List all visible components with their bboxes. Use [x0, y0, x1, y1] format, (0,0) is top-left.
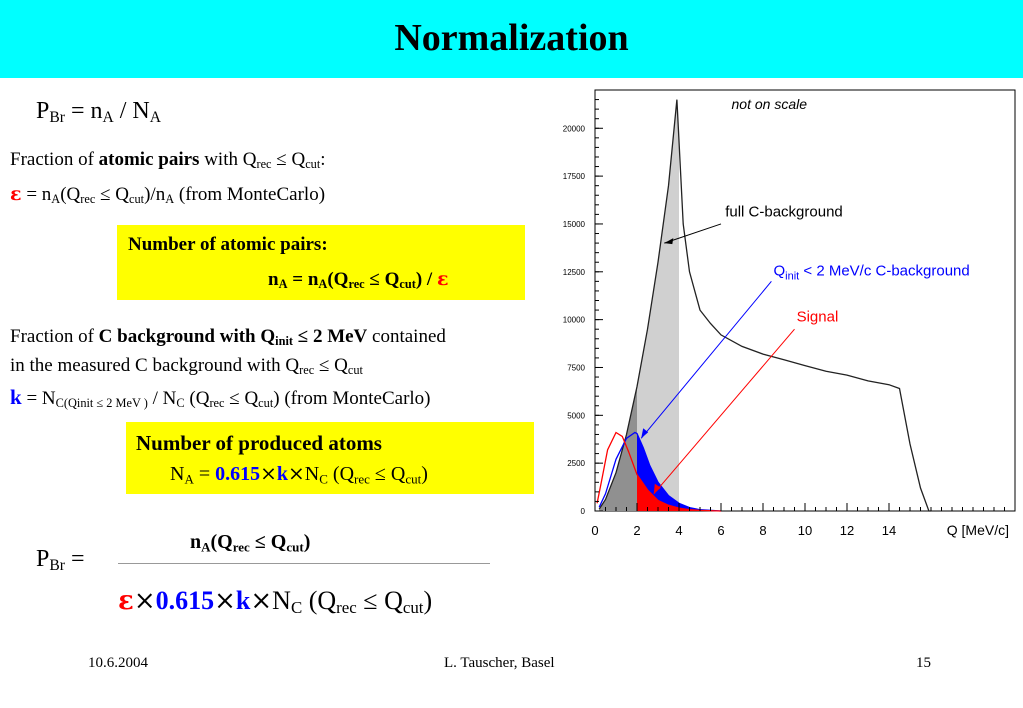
- x-tick-label: 8: [759, 523, 766, 538]
- epsilon-line: ε = nA(Qrec ≤ Qcut)/nA (from MonteCarlo): [10, 183, 326, 207]
- fraction-atomic-line: Fraction of atomic pairs with Qrec ≤ Qcu…: [10, 149, 326, 172]
- signal-label: Signal: [797, 309, 839, 326]
- k-line: k = NC(Qinit ≤ 2 MeV ) / NC (Qrec ≤ Qcut…: [10, 385, 431, 411]
- full-background-arrowhead: [664, 238, 674, 245]
- not-on-scale-note: not on scale: [732, 96, 808, 112]
- x-tick-label: 10: [798, 523, 812, 538]
- produced-atoms-box: [126, 422, 534, 494]
- atomic-pairs-box: [117, 225, 525, 300]
- y-tick-label: 7500: [567, 363, 585, 372]
- y-tick-label: 5000: [567, 411, 585, 420]
- x-tick-label: 6: [717, 523, 724, 538]
- y-tick-label: 12500: [563, 268, 586, 277]
- y-tick-label: 17500: [563, 172, 586, 181]
- x-tick-label: 2: [633, 523, 640, 538]
- bottom-denominator: ε×0.615×k×NC (Qrec ≤ Qcut): [118, 586, 433, 618]
- series-line-qinit: [598, 431, 722, 512]
- light-gray-area: [637, 99, 679, 511]
- epsilon-symbol: ε: [10, 183, 22, 205]
- dark-gray-area: [599, 386, 637, 511]
- atomic-pairs-heading: Number of atomic pairs:: [128, 234, 328, 255]
- qinit-arrow: [640, 281, 772, 439]
- produced-atoms-formula: NA = 0.615×k×NC (Qrec ≤ Qcut): [170, 461, 428, 487]
- full-background-label: full C-background: [725, 203, 843, 220]
- produced-atoms-heading: Number of produced atoms: [136, 431, 382, 455]
- qinit-arrowhead: [641, 428, 649, 439]
- fraction-c-line1: Fraction of C background with Qinit ≤ 2 …: [10, 326, 446, 349]
- fraction-c-line2: in the measured C background with Qrec ≤…: [10, 355, 363, 378]
- title-bar: [0, 0, 1023, 78]
- slide-title: Normalization: [394, 17, 629, 59]
- y-tick-label: 2500: [567, 459, 585, 468]
- q-distribution-chart: 0 2 4 6 8 10 12 14 0 2500 5000 7500 10000 12500 15000 1…: [563, 89, 1016, 538]
- signal-red-area: [637, 474, 721, 511]
- bottom-lhs: PBr =: [36, 546, 85, 574]
- y-tick-label: 20000: [563, 124, 586, 133]
- series-line-full-background: [598, 99, 931, 512]
- x-tick-label: 14: [882, 523, 896, 538]
- footer-page: 15: [916, 655, 931, 671]
- qinit-blue-area: [637, 433, 721, 511]
- y-tick-label: 10000: [563, 316, 586, 325]
- footer-date: 10.6.2004: [88, 655, 148, 671]
- y-tick-label: 15000: [563, 220, 586, 229]
- series-line-signal: [596, 431, 722, 512]
- pbr-formula: PBr = nA / NA: [36, 98, 162, 126]
- x-axis-label: Q [MeV/c]: [947, 522, 1009, 538]
- fraction-bar: [118, 563, 490, 564]
- x-tick-label: 4: [675, 523, 682, 538]
- signal-arrow: [653, 328, 795, 495]
- qinit-label: Qinit < 2 MeV/c C-background: [774, 263, 970, 283]
- footer-author: L. Tauscher, Basel: [444, 655, 555, 671]
- y-tick-label: 0: [581, 507, 586, 516]
- full-background-arrow: [664, 223, 722, 244]
- x-tick-label: 0: [591, 523, 598, 538]
- signal-arrowhead: [653, 483, 661, 494]
- x-tick-label: 12: [840, 523, 854, 538]
- atomic-pairs-formula: nA = nA(Qrec ≤ Qcut) / ε: [268, 268, 449, 292]
- bottom-numerator: nA(Qrec ≤ Qcut): [190, 531, 311, 555]
